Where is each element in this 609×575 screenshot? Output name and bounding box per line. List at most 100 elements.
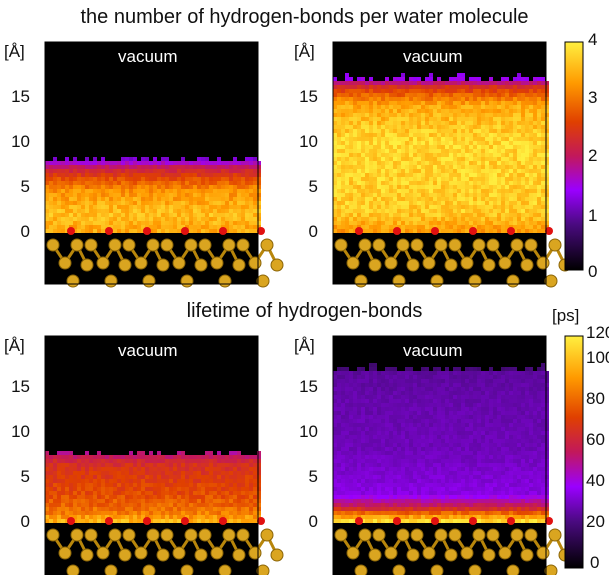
heatmap-cell [209, 193, 213, 197]
heatmap-cell [417, 193, 421, 197]
heatmap-cell [233, 169, 237, 173]
heatmap-cell [381, 209, 385, 213]
heatmap-cell [253, 459, 257, 463]
heatmap-cell [373, 121, 377, 125]
heatmap-cell [85, 487, 89, 491]
heatmap-cell [49, 479, 53, 483]
heatmap-cell [377, 499, 381, 503]
heatmap-cell [353, 225, 357, 229]
heatmap-cell [65, 189, 69, 193]
heatmap-cell [141, 225, 145, 229]
heatmap-cell [477, 121, 481, 125]
heatmap-cell [101, 221, 105, 225]
heatmap-cell [357, 471, 361, 475]
heatmap-cell [241, 463, 245, 467]
heatmap-cell [133, 209, 137, 213]
heatmap-cell [249, 201, 253, 205]
heatmap-cell [105, 463, 109, 467]
heatmap-cell [457, 81, 461, 85]
heatmap-cell [389, 515, 393, 519]
heatmap-cell [525, 117, 529, 121]
heatmap-cell [501, 197, 505, 201]
heatmap-cell [45, 471, 49, 475]
heatmap-cell [73, 173, 77, 177]
heatmap-cell [333, 161, 337, 165]
heatmap-cell [353, 93, 357, 97]
heatmap-cell [469, 145, 473, 149]
heatmap-cell [65, 177, 69, 181]
heatmap-cell [85, 165, 89, 169]
heatmap-cell [97, 189, 101, 193]
heatmap-cell [429, 153, 433, 157]
heatmap-cell [333, 101, 337, 105]
heatmap-cell [341, 399, 345, 403]
heatmap-cell [369, 169, 373, 173]
heatmap-cell [101, 197, 105, 201]
heatmap-cell [353, 157, 357, 161]
heatmap-cell [141, 515, 145, 519]
heatmap-cell [461, 225, 465, 229]
heatmap-cell [377, 169, 381, 173]
heatmap-cell [237, 229, 241, 233]
heatmap-cell [53, 507, 57, 511]
heatmap-cell [397, 511, 401, 515]
heatmap-cell [97, 479, 101, 483]
heatmap-cell [153, 455, 157, 459]
heatmap-cell [333, 491, 337, 495]
heatmap-cell [529, 137, 533, 141]
heatmap-cell [493, 149, 497, 153]
substrate-atom [160, 528, 174, 542]
heatmap-cell [465, 129, 469, 133]
heatmap-cell [233, 483, 237, 487]
heatmap-cell [93, 499, 97, 503]
heatmap-cell [113, 507, 117, 511]
heatmap-cell [225, 205, 229, 209]
heatmap-cell [45, 475, 49, 479]
heatmap-cell [245, 479, 249, 483]
heatmap-cell [189, 499, 193, 503]
heatmap-cell [81, 161, 85, 165]
heatmap-cell [89, 515, 93, 519]
heatmap-cell [173, 197, 177, 201]
heatmap-cell [421, 109, 425, 113]
heatmap-cell [441, 121, 445, 125]
substrate-atom [122, 528, 136, 542]
heatmap-cell [345, 217, 349, 221]
heatmap-cell [133, 479, 137, 483]
heatmap-cell [201, 193, 205, 197]
substrate-atom [472, 238, 486, 252]
heatmap-cell [381, 205, 385, 209]
heatmap-cell [165, 165, 169, 169]
heatmap-cell [357, 137, 361, 141]
heatmap-cell [385, 375, 389, 379]
heatmap-cell [405, 395, 409, 399]
heatmap-cell [137, 161, 141, 165]
heatmap-cell [189, 209, 193, 213]
heatmap-cell [189, 189, 193, 193]
heatmap-cell [229, 217, 233, 221]
heatmap-cell [385, 451, 389, 455]
heatmap-cell [149, 507, 153, 511]
heatmap-cell [417, 117, 421, 121]
heatmap-cell [525, 177, 529, 181]
heatmap-cell [545, 197, 549, 201]
heatmap-cell [213, 495, 217, 499]
heatmap-cell [457, 153, 461, 157]
heatmap-cell [81, 185, 85, 189]
heatmap-cell [177, 463, 181, 467]
heatmap-cell [109, 487, 113, 491]
heatmap-cell [361, 133, 365, 137]
heatmap-cell [57, 459, 61, 463]
heatmap-cell [333, 181, 337, 185]
heatmap-cell [445, 165, 449, 169]
heatmap-cell [185, 209, 189, 213]
heatmap-cell [61, 487, 65, 491]
heatmap-cell [81, 177, 85, 181]
heatmap-cell [169, 197, 173, 201]
heatmap-cell [153, 487, 157, 491]
heatmap-cell [341, 173, 345, 177]
heatmap-cell [405, 137, 409, 141]
heatmap-cell [249, 209, 253, 213]
heatmap-cell [505, 85, 509, 89]
heatmap-cell [429, 193, 433, 197]
